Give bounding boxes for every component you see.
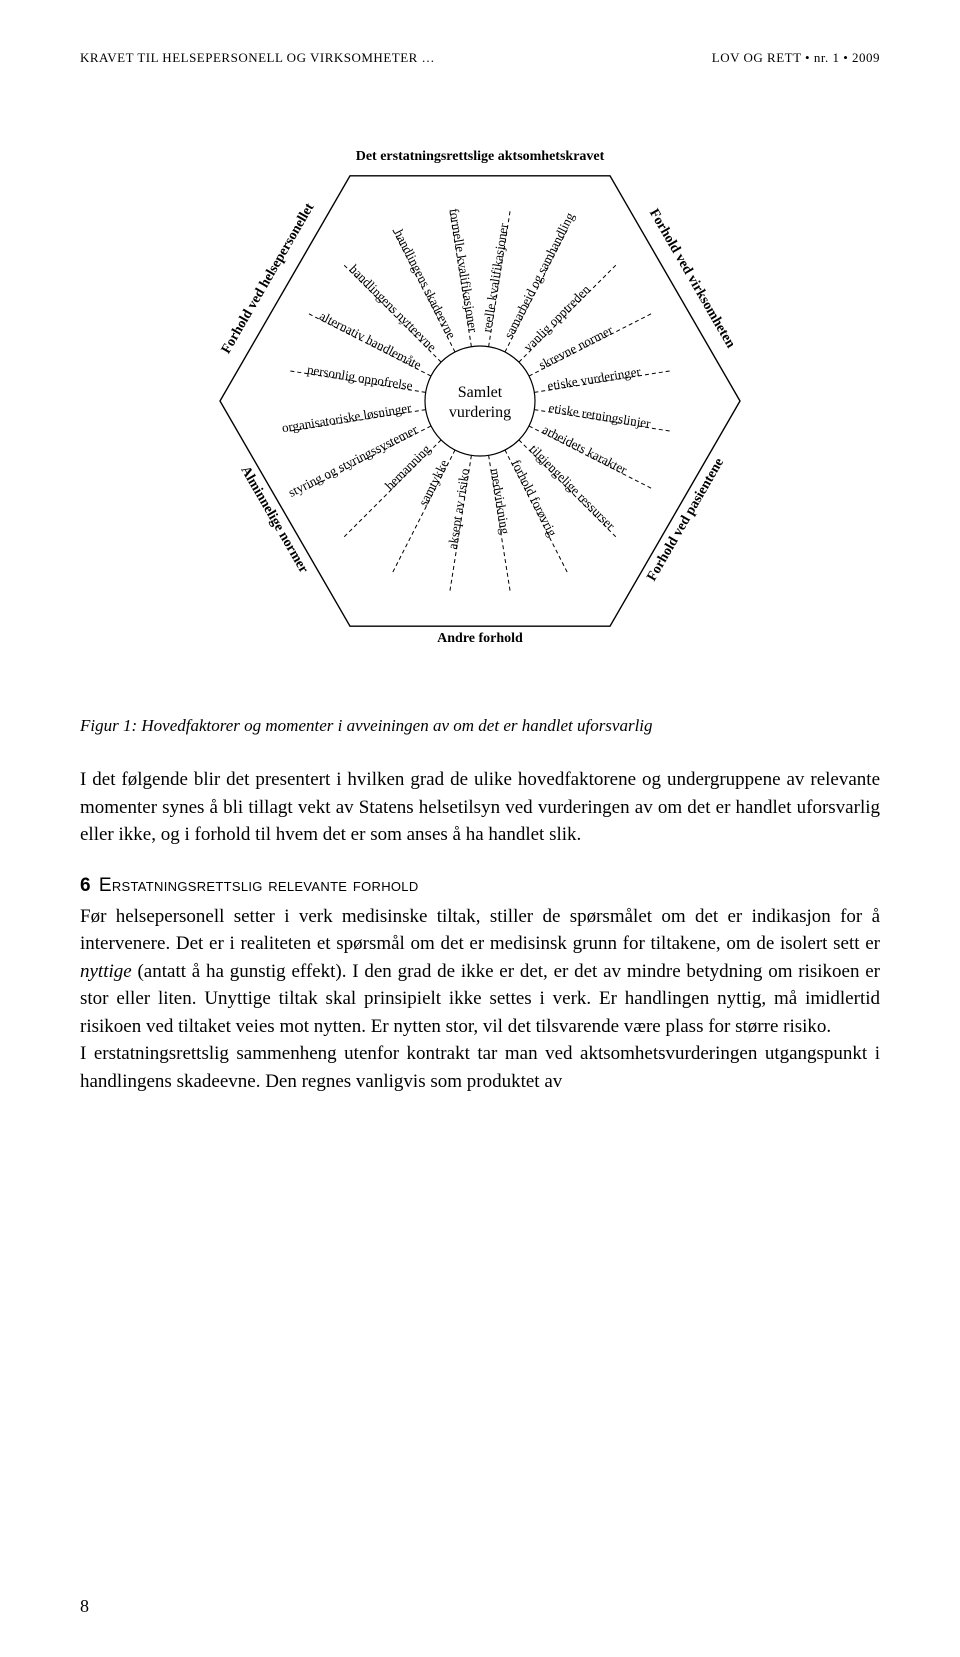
section-title: Erstatningsrettslig relevante forhold xyxy=(99,875,419,896)
svg-text:etiske retningslinjer: etiske retningslinjer xyxy=(548,400,653,431)
svg-text:medvirkning: medvirkning xyxy=(488,467,513,535)
page-number: 8 xyxy=(80,1596,89,1617)
svg-text:Forhold ved pasientene: Forhold ved pasientene xyxy=(645,456,728,584)
intro-paragraph: I det følgende blir det presentert i hvi… xyxy=(80,766,880,849)
section-paragraph-1: Før helsepersonell setter i verk medisin… xyxy=(80,903,880,1041)
svg-text:vurdering: vurdering xyxy=(449,404,511,421)
svg-text:organisatoriske løsninger: organisatoriske løsninger xyxy=(281,400,413,435)
p1-emphasis: nyttige xyxy=(80,961,132,982)
svg-text:reelle kvalifikasjoner: reelle kvalifikasjoner xyxy=(479,222,511,334)
header-left: KRAVET TIL HELSEPERSONELL OG VIRKSOMHETE… xyxy=(80,50,435,66)
svg-text:samtykke: samtykke xyxy=(415,457,451,508)
svg-text:Andre forhold: Andre forhold xyxy=(437,631,523,646)
svg-text:Forhold ved virksomheten: Forhold ved virksomheten xyxy=(646,207,738,351)
svg-text:styring og styringssystemer: styring og styringssystemer xyxy=(286,421,421,500)
section-paragraph-2: I erstatningsrettslig sammenheng utenfor… xyxy=(80,1040,880,1095)
p1-part-a: Før helsepersonell setter i verk medisin… xyxy=(80,906,880,955)
svg-text:Det erstatningsrettslige aktso: Det erstatningsrettslige aktsomhetskrave… xyxy=(356,149,605,164)
svg-text:samarbeid og samhandling: samarbeid og samhandling xyxy=(501,209,578,340)
header-right: LOV OG RETT • nr. 1 • 2009 xyxy=(712,50,880,66)
svg-text:personlig oppofrelse: personlig oppofrelse xyxy=(306,362,414,394)
svg-text:Samlet: Samlet xyxy=(458,384,503,401)
figure-caption: Figur 1: Hovedfaktorer og momenter i avv… xyxy=(80,716,880,736)
svg-text:aksept av risiko: aksept av risiko xyxy=(445,467,473,550)
svg-text:etiske vurderinger: etiske vurderinger xyxy=(546,364,642,394)
p1-part-c: (antatt å ha gunstig effekt). I den grad… xyxy=(80,961,880,1037)
section-number: 6 xyxy=(80,875,91,896)
running-header: KRAVET TIL HELSEPERSONELL OG VIRKSOMHETE… xyxy=(80,50,880,66)
svg-text:formelle kvalifikasjoner: formelle kvalifikasjoner xyxy=(447,207,482,334)
section-heading: 6 Erstatningsrettslig relevante forhold xyxy=(80,875,880,897)
hexagon-svg: Samlet vurdering formelle kvalifikasjonerr… xyxy=(180,106,780,686)
svg-text:Forhold ved helsepersonellet: Forhold ved helsepersonellet xyxy=(219,201,318,357)
assessment-hexagon-diagram: Samlet vurdering formelle kvalifikasjonerr… xyxy=(180,106,780,686)
